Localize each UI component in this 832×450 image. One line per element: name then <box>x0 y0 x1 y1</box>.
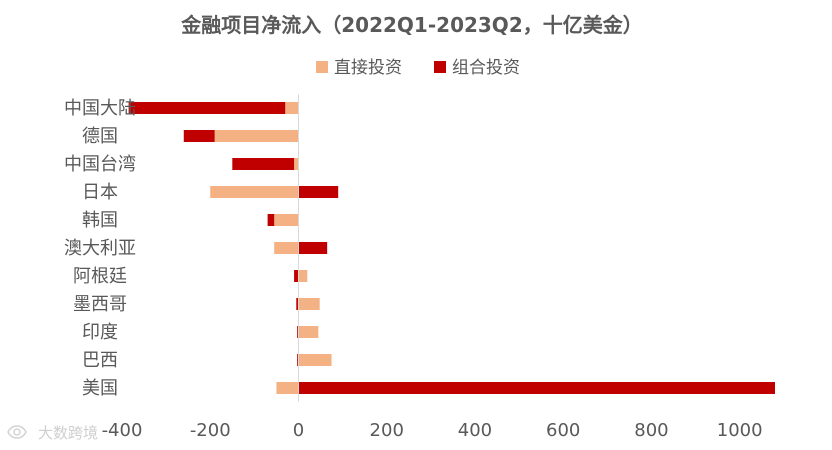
category-label: 美国 <box>82 378 118 399</box>
bar-portfolio-0 <box>128 102 286 114</box>
category-label: 韩国 <box>82 210 118 231</box>
bar-portfolio-5 <box>298 242 328 254</box>
chart-title: 金融项目净流入（2022Q1-2023Q2，十亿美金） <box>180 13 642 37</box>
bar-direct-6 <box>298 270 308 282</box>
x-tick-label: 400 <box>458 420 492 441</box>
category-label: 中国台湾 <box>64 154 136 175</box>
x-tick-label: -400 <box>102 420 143 441</box>
bar-direct-0 <box>285 102 299 114</box>
bar-portfolio-10 <box>298 382 775 394</box>
x-tick-label: 200 <box>370 420 404 441</box>
category-label: 德国 <box>82 126 118 147</box>
legend-swatch-direct-investment <box>316 61 328 73</box>
x-tick-label: 0 <box>293 420 304 441</box>
bar-direct-7 <box>298 298 320 310</box>
legend: 直接投资 组合投资 <box>316 58 520 78</box>
watermark: 大数跨境 <box>7 424 98 442</box>
category-label: 日本 <box>82 182 118 203</box>
bar-direct-5 <box>274 242 299 254</box>
bar-direct-8 <box>298 326 319 338</box>
bar-direct-3 <box>210 186 299 198</box>
category-label: 巴西 <box>82 350 118 371</box>
bar-direct-4 <box>274 214 299 226</box>
bar-portfolio-3 <box>298 186 339 198</box>
bar-portfolio-8 <box>297 326 299 338</box>
bar-direct-2 <box>294 158 299 170</box>
x-tick-label: -200 <box>190 420 231 441</box>
bar-direct-1 <box>214 130 299 142</box>
bar-portfolio-4 <box>267 214 275 226</box>
bar-portfolio-6 <box>294 270 299 282</box>
legend-label-portfolio-investment: 组合投资 <box>452 58 520 78</box>
bar-direct-10 <box>276 382 299 394</box>
bars <box>128 102 775 394</box>
bar-portfolio-1 <box>183 130 215 142</box>
x-tick-label: 1000 <box>717 420 763 441</box>
x-tick-label: 800 <box>634 420 668 441</box>
eye-logo-icon <box>7 425 27 439</box>
watermark-text: 大数跨境 <box>38 424 98 442</box>
x-tick-label: 600 <box>546 420 580 441</box>
bar-portfolio-9 <box>297 354 299 366</box>
bar-portfolio-7 <box>296 298 299 310</box>
category-label: 印度 <box>82 322 118 343</box>
legend-swatch-portfolio-investment <box>434 61 446 73</box>
bar-direct-9 <box>298 354 332 366</box>
legend-label-direct-investment: 直接投资 <box>334 58 402 78</box>
category-label: 澳大利亚 <box>64 238 136 259</box>
bar-portfolio-2 <box>232 158 295 170</box>
category-label: 阿根廷 <box>73 266 127 287</box>
x-axis-ticks: -400 -200 0 200 400 600 800 1000 <box>102 420 763 441</box>
category-label: 中国大陆 <box>64 98 136 119</box>
category-label: 墨西哥 <box>73 294 127 315</box>
